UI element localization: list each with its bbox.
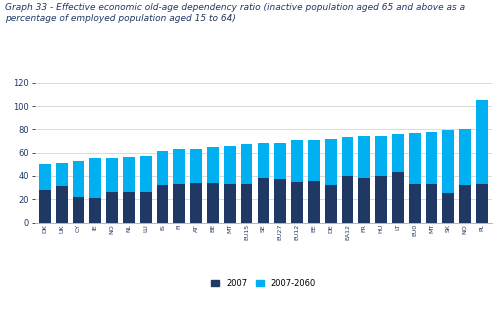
Bar (291, 140, 303, 182)
Bar (173, 149, 185, 184)
Bar (257, 178, 269, 223)
Bar (241, 144, 252, 184)
Bar (459, 185, 471, 223)
Bar (358, 178, 370, 223)
Bar (358, 136, 370, 178)
Bar (123, 192, 135, 223)
Bar (425, 132, 437, 184)
Bar (291, 182, 303, 223)
Bar (39, 164, 51, 190)
Bar (409, 133, 420, 184)
Bar (224, 184, 236, 223)
Bar (140, 192, 152, 223)
Bar (274, 143, 286, 179)
Bar (157, 185, 168, 223)
Bar (375, 136, 387, 176)
Text: Graph 33 - Effective economic old-age dependency ratio (inactive population aged: Graph 33 - Effective economic old-age de… (5, 3, 465, 23)
Bar (56, 186, 68, 223)
Bar (325, 139, 336, 185)
Bar (89, 198, 101, 223)
Bar (123, 157, 135, 192)
Legend: 2007, 2007-2060: 2007, 2007-2060 (208, 275, 319, 291)
Bar (73, 197, 84, 223)
Bar (106, 192, 118, 223)
Bar (476, 100, 488, 184)
Bar (425, 184, 437, 223)
Bar (341, 176, 353, 223)
Bar (308, 140, 320, 181)
Bar (409, 184, 420, 223)
Bar (190, 149, 202, 183)
Bar (173, 184, 185, 223)
Bar (325, 185, 336, 223)
Bar (442, 130, 454, 193)
Bar (56, 163, 68, 186)
Bar (157, 151, 168, 185)
Bar (241, 184, 252, 223)
Bar (207, 147, 219, 183)
Bar (39, 190, 51, 223)
Bar (392, 172, 404, 223)
Bar (375, 176, 387, 223)
Bar (257, 143, 269, 178)
Bar (190, 183, 202, 223)
Bar (140, 156, 152, 192)
Bar (459, 129, 471, 185)
Bar (106, 158, 118, 192)
Bar (274, 179, 286, 223)
Bar (392, 134, 404, 172)
Bar (224, 146, 236, 184)
Bar (341, 137, 353, 176)
Bar (73, 161, 84, 197)
Bar (89, 158, 101, 198)
Bar (308, 181, 320, 223)
Bar (442, 193, 454, 223)
Bar (476, 184, 488, 223)
Bar (207, 183, 219, 223)
